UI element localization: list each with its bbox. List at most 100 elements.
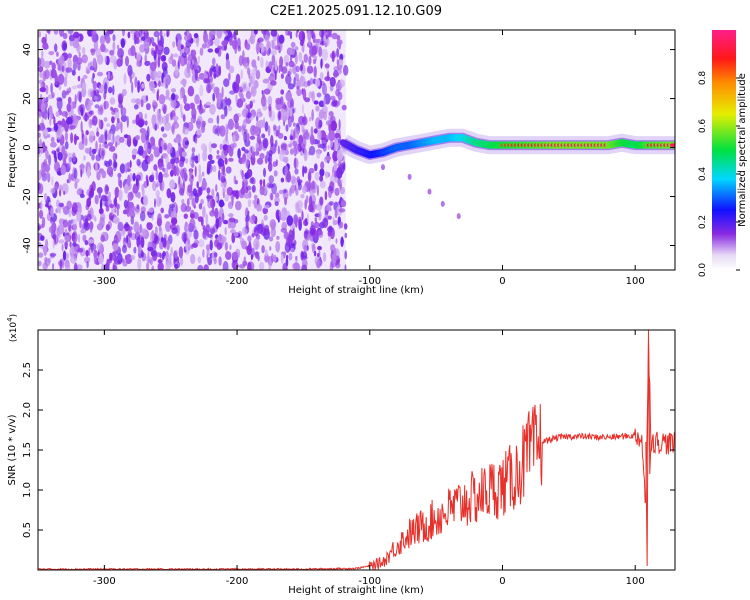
noise-blob bbox=[61, 183, 69, 195]
noise-blob bbox=[94, 104, 100, 109]
noise-blob bbox=[162, 115, 169, 125]
noise-blob bbox=[267, 95, 273, 108]
noise-blob bbox=[127, 134, 132, 146]
spectrogram-noise-region bbox=[38, 30, 349, 270]
noise-blob bbox=[238, 55, 244, 66]
noise-blob bbox=[72, 218, 78, 231]
noise-blob bbox=[296, 30, 299, 33]
noise-blob bbox=[181, 198, 185, 205]
noise-blob bbox=[146, 261, 150, 270]
noise-blob bbox=[38, 170, 42, 182]
noise-blob bbox=[257, 56, 260, 61]
noise-blob bbox=[40, 101, 46, 113]
x-tick-label: -100 bbox=[358, 276, 381, 287]
noise-blob bbox=[240, 92, 244, 100]
noise-blob bbox=[303, 53, 308, 64]
noise-blob bbox=[263, 178, 266, 188]
noise-blob bbox=[184, 67, 191, 79]
noise-blob bbox=[295, 31, 298, 38]
noise-blob bbox=[218, 65, 222, 76]
noise-blob bbox=[228, 213, 234, 218]
noise-blob bbox=[321, 137, 328, 147]
noise-blob bbox=[280, 142, 288, 151]
colorbar-ticks: 0.0 0.2 0.4 0.6 0.8 bbox=[698, 71, 740, 277]
noise-blob bbox=[114, 107, 120, 120]
noise-blob bbox=[268, 264, 272, 270]
noise-blob bbox=[93, 135, 96, 141]
noise-blob bbox=[96, 242, 104, 253]
noise-blob bbox=[207, 257, 213, 266]
x-tick-label: -300 bbox=[93, 576, 116, 587]
noise-blob bbox=[103, 117, 108, 122]
noise-blob bbox=[272, 124, 277, 131]
noise-blob bbox=[278, 111, 282, 119]
noise-blob bbox=[334, 140, 339, 151]
noise-blob bbox=[100, 213, 106, 221]
noise-blob bbox=[145, 95, 149, 102]
noise-blob bbox=[253, 194, 258, 200]
noise-blob bbox=[263, 214, 268, 221]
noise-blob bbox=[263, 224, 270, 236]
noise-blob bbox=[203, 264, 209, 270]
noise-blob bbox=[249, 177, 254, 184]
noise-blob bbox=[53, 116, 56, 126]
noise-blob bbox=[86, 261, 89, 269]
noise-blob bbox=[150, 174, 155, 181]
noise-blob bbox=[67, 219, 72, 232]
noise-blob bbox=[61, 90, 67, 99]
noise-blob bbox=[264, 121, 269, 132]
noise-blob bbox=[47, 30, 51, 35]
noise-blob bbox=[267, 255, 273, 267]
noise-blob bbox=[252, 33, 256, 43]
noise-blob bbox=[52, 263, 55, 270]
noise-blob bbox=[93, 253, 97, 265]
noise-blob bbox=[40, 81, 43, 88]
noise-blob bbox=[69, 241, 72, 248]
noise-blob bbox=[270, 49, 278, 56]
noise-blob bbox=[162, 251, 167, 257]
noise-blob bbox=[174, 263, 179, 270]
noise-blob bbox=[124, 184, 129, 194]
noise-blob bbox=[245, 219, 249, 230]
noise-blob bbox=[246, 244, 253, 256]
noise-blob bbox=[69, 125, 76, 130]
noise-blob bbox=[303, 81, 309, 88]
noise-blob bbox=[335, 238, 338, 244]
noise-blob bbox=[80, 120, 83, 133]
noise-blob bbox=[260, 45, 265, 54]
noise-blob bbox=[180, 256, 184, 266]
noise-blob bbox=[58, 202, 64, 208]
noise-blob bbox=[280, 89, 285, 95]
noise-blob bbox=[201, 180, 208, 189]
noise-blob bbox=[248, 82, 251, 88]
noise-blob bbox=[147, 258, 152, 264]
noise-blob bbox=[275, 129, 279, 137]
noise-blob bbox=[250, 146, 253, 154]
noise-blob bbox=[286, 254, 289, 260]
noise-blob bbox=[319, 168, 325, 177]
noise-blob bbox=[233, 218, 239, 224]
noise-blob bbox=[114, 207, 117, 214]
noise-blob bbox=[270, 143, 277, 155]
noise-blob bbox=[338, 208, 346, 213]
noise-blob bbox=[118, 103, 123, 109]
noise-blob bbox=[149, 61, 157, 72]
noise-blob bbox=[160, 126, 165, 132]
noise-blob bbox=[215, 63, 219, 72]
noise-blob bbox=[119, 136, 125, 143]
noise-blob bbox=[172, 116, 179, 121]
noise-blob bbox=[113, 198, 116, 205]
noise-blob bbox=[214, 239, 219, 248]
noise-blob bbox=[255, 242, 259, 250]
noise-blob bbox=[332, 72, 340, 77]
noise-blob bbox=[99, 222, 103, 229]
noise-blob bbox=[62, 32, 68, 40]
noise-blob bbox=[177, 39, 182, 51]
noise-blob bbox=[70, 132, 74, 144]
noise-blob bbox=[95, 140, 98, 152]
noise-blob bbox=[241, 108, 248, 118]
noise-blob bbox=[127, 31, 131, 39]
noise-blob bbox=[79, 219, 82, 229]
noise-blob bbox=[139, 128, 146, 134]
noise-blob bbox=[56, 51, 59, 57]
